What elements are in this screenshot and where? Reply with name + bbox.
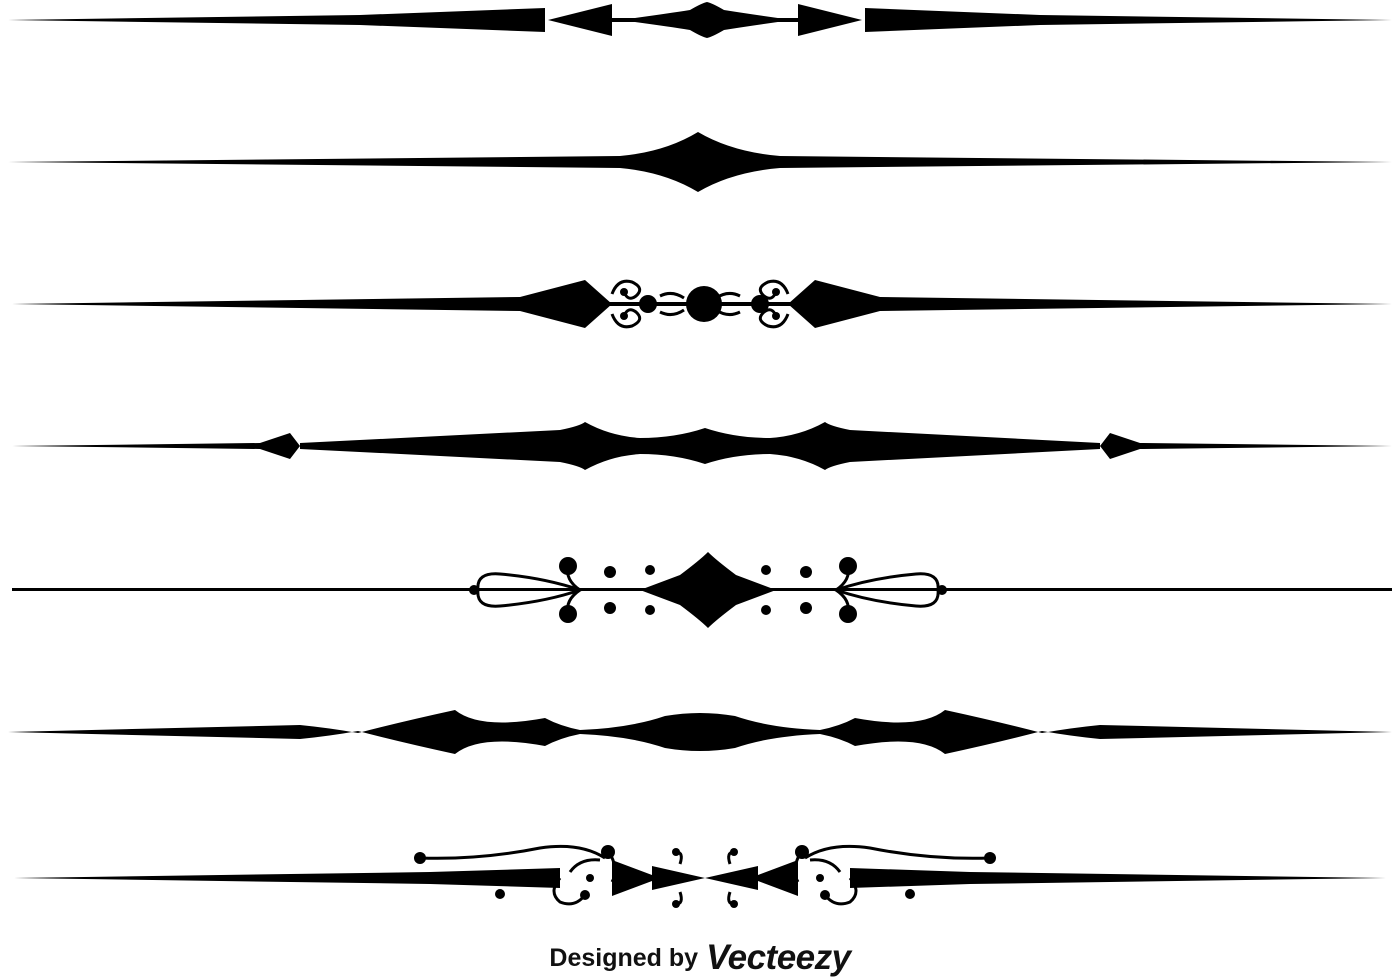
divider-flourish-bowtie bbox=[14, 844, 1386, 908]
divider-loops-dots bbox=[12, 552, 1392, 628]
designer-credit: Designed by Vecteezy bbox=[0, 936, 1400, 980]
divider-arrowheads bbox=[8, 2, 1392, 38]
divider-scroll-dot bbox=[12, 279, 1392, 329]
credit-prefix: Designed by bbox=[549, 944, 699, 972]
credit-brand-logo: Vecteezy bbox=[706, 938, 851, 977]
divider-diamond bbox=[8, 132, 1392, 192]
divider-bumps bbox=[8, 710, 1392, 754]
divider-triple-wave bbox=[12, 422, 1392, 470]
